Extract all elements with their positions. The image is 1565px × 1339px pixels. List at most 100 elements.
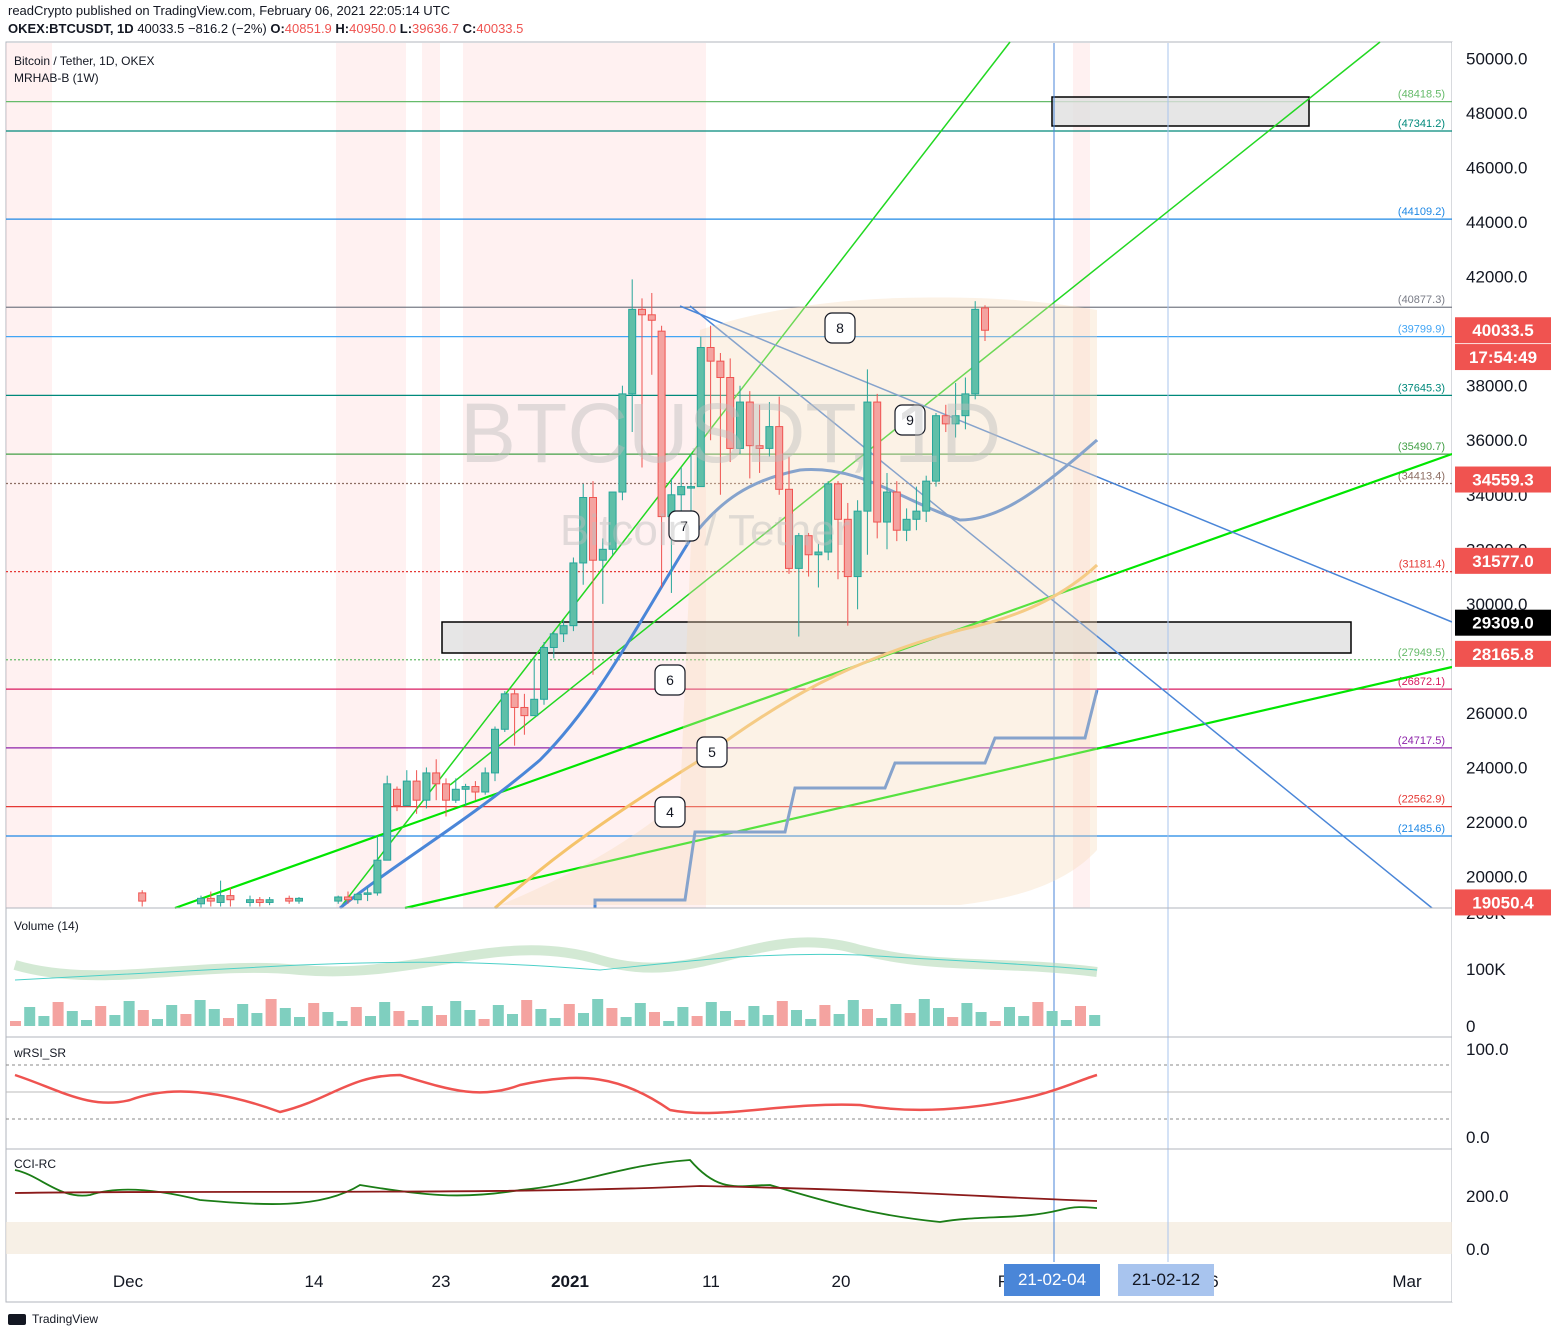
- volume-bar: [109, 1015, 121, 1026]
- volume-bar: [350, 1007, 362, 1026]
- candle-body: [932, 415, 940, 482]
- cci-tick: 200.0: [1466, 1187, 1509, 1206]
- volume-bar: [563, 1004, 575, 1026]
- candle-body: [834, 483, 842, 520]
- candle-body: [559, 625, 568, 635]
- wave-label-text: 5: [708, 744, 716, 760]
- candle-body: [726, 377, 735, 449]
- volume-bar: [24, 1007, 36, 1026]
- candle-body: [334, 896, 343, 902]
- candle-body: [197, 897, 205, 905]
- wave-label-box: [824, 312, 856, 344]
- volume-bar: [294, 1017, 305, 1026]
- candle-body: [295, 897, 303, 902]
- candle-body: [138, 892, 147, 902]
- price-badge: [1455, 889, 1551, 916]
- candle-body: [520, 706, 529, 717]
- price-badge: [1455, 640, 1551, 667]
- level-label: (24717.5): [1398, 735, 1445, 747]
- volume-bar: [450, 1001, 462, 1026]
- volume-bar: [620, 1017, 632, 1026]
- wave-label-text: 7: [680, 518, 688, 534]
- ma-blue: [339, 438, 1098, 910]
- candle-body: [363, 892, 372, 895]
- candle-body: [912, 510, 921, 520]
- wave-label-text: 4: [666, 804, 674, 820]
- candle-body: [785, 488, 793, 569]
- l-label: L:: [399, 21, 413, 36]
- price-tick: 30000.0: [1466, 595, 1527, 614]
- chart-svg[interactable]: (48418.5) (47341.2) (44109.2) (40877.3) (397…: [0, 0, 1565, 1306]
- volume-bar: [1046, 1011, 1058, 1026]
- high-value: 40950.0: [349, 21, 397, 36]
- wave-label-box: [696, 736, 728, 768]
- footer-brand[interactable]: TradingView: [8, 1312, 98, 1326]
- volume-bar: [336, 1021, 348, 1026]
- footer-brand-text: TradingView: [32, 1312, 99, 1326]
- volume-bar: [791, 1010, 802, 1026]
- volume-bar: [180, 1014, 192, 1026]
- candle-body: [873, 401, 882, 523]
- volume-tick: 0: [1466, 1017, 1475, 1036]
- candle-body: [530, 698, 539, 717]
- candle-body: [745, 401, 754, 447]
- volume-bar: [720, 1011, 731, 1026]
- cci-tick: 0.0: [1466, 1240, 1490, 1259]
- watermark-small: Bitcoin / Tether: [560, 506, 850, 555]
- candle-body: [971, 308, 980, 395]
- bg-stripe: [6, 43, 52, 908]
- candle-body: [471, 786, 480, 793]
- wave-label-text: 9: [906, 412, 914, 428]
- candle-body: [422, 772, 431, 801]
- volume-bar: [251, 1013, 263, 1026]
- volume-bar: [66, 1011, 78, 1026]
- volume-bar: [265, 999, 277, 1026]
- price-badge-text: 17:54:49: [1469, 348, 1537, 367]
- volume-bar: [933, 1008, 944, 1026]
- x-tick: 20: [832, 1272, 851, 1291]
- candle-body: [549, 633, 558, 648]
- date-badge-text: 21-02-12: [1132, 1270, 1200, 1289]
- x-tick: 2021: [551, 1272, 589, 1291]
- volume-bar: [663, 1021, 675, 1026]
- level-label: (31181.4): [1399, 559, 1445, 571]
- cci-band: [6, 1222, 1452, 1254]
- volume-bar: [634, 1003, 646, 1026]
- volume-bar: [776, 1001, 788, 1026]
- candle-body: [373, 859, 382, 894]
- volume-bar: [393, 1011, 405, 1026]
- volume-bar: [237, 1004, 249, 1026]
- candle-body: [393, 788, 401, 807]
- candle-body: [412, 780, 421, 801]
- candle-body: [755, 445, 764, 449]
- candle-body: [353, 893, 362, 901]
- candle-body: [540, 646, 548, 700]
- candle-body: [265, 899, 274, 903]
- candle-body: [824, 483, 833, 553]
- volume-bar: [862, 1009, 873, 1026]
- published-line: readCrypto published on TradingView.com,…: [8, 3, 450, 18]
- candle-body: [461, 786, 470, 790]
- ma-yellow: [494, 563, 1099, 910]
- volume-bar: [748, 1006, 760, 1026]
- symbol: OKEX:BTCUSDT, 1D: [8, 21, 134, 36]
- price-tick: 24000.0: [1466, 758, 1527, 777]
- wrsi-tick: 0.0: [1466, 1128, 1490, 1147]
- candle-body: [589, 496, 597, 561]
- volume-bar: [10, 1021, 21, 1026]
- volume-band: [13, 937, 1098, 981]
- candle-body: [716, 360, 725, 379]
- volume-bar: [223, 1018, 234, 1026]
- price-badge-text: 19050.4: [1472, 893, 1534, 912]
- price-tick: 42000.0: [1466, 268, 1527, 287]
- o-label: O:: [270, 21, 285, 36]
- candle-body: [804, 535, 813, 556]
- candle-body: [961, 393, 970, 417]
- change: −816.2 (−2%): [187, 21, 267, 36]
- x-tick: 14: [305, 1272, 324, 1291]
- volume-bar: [975, 1012, 987, 1026]
- wave-label-text: 6: [666, 672, 674, 688]
- x-tick: 23: [432, 1272, 451, 1291]
- level-label: (48418.5): [1398, 89, 1445, 101]
- volume-bar: [1060, 1020, 1072, 1026]
